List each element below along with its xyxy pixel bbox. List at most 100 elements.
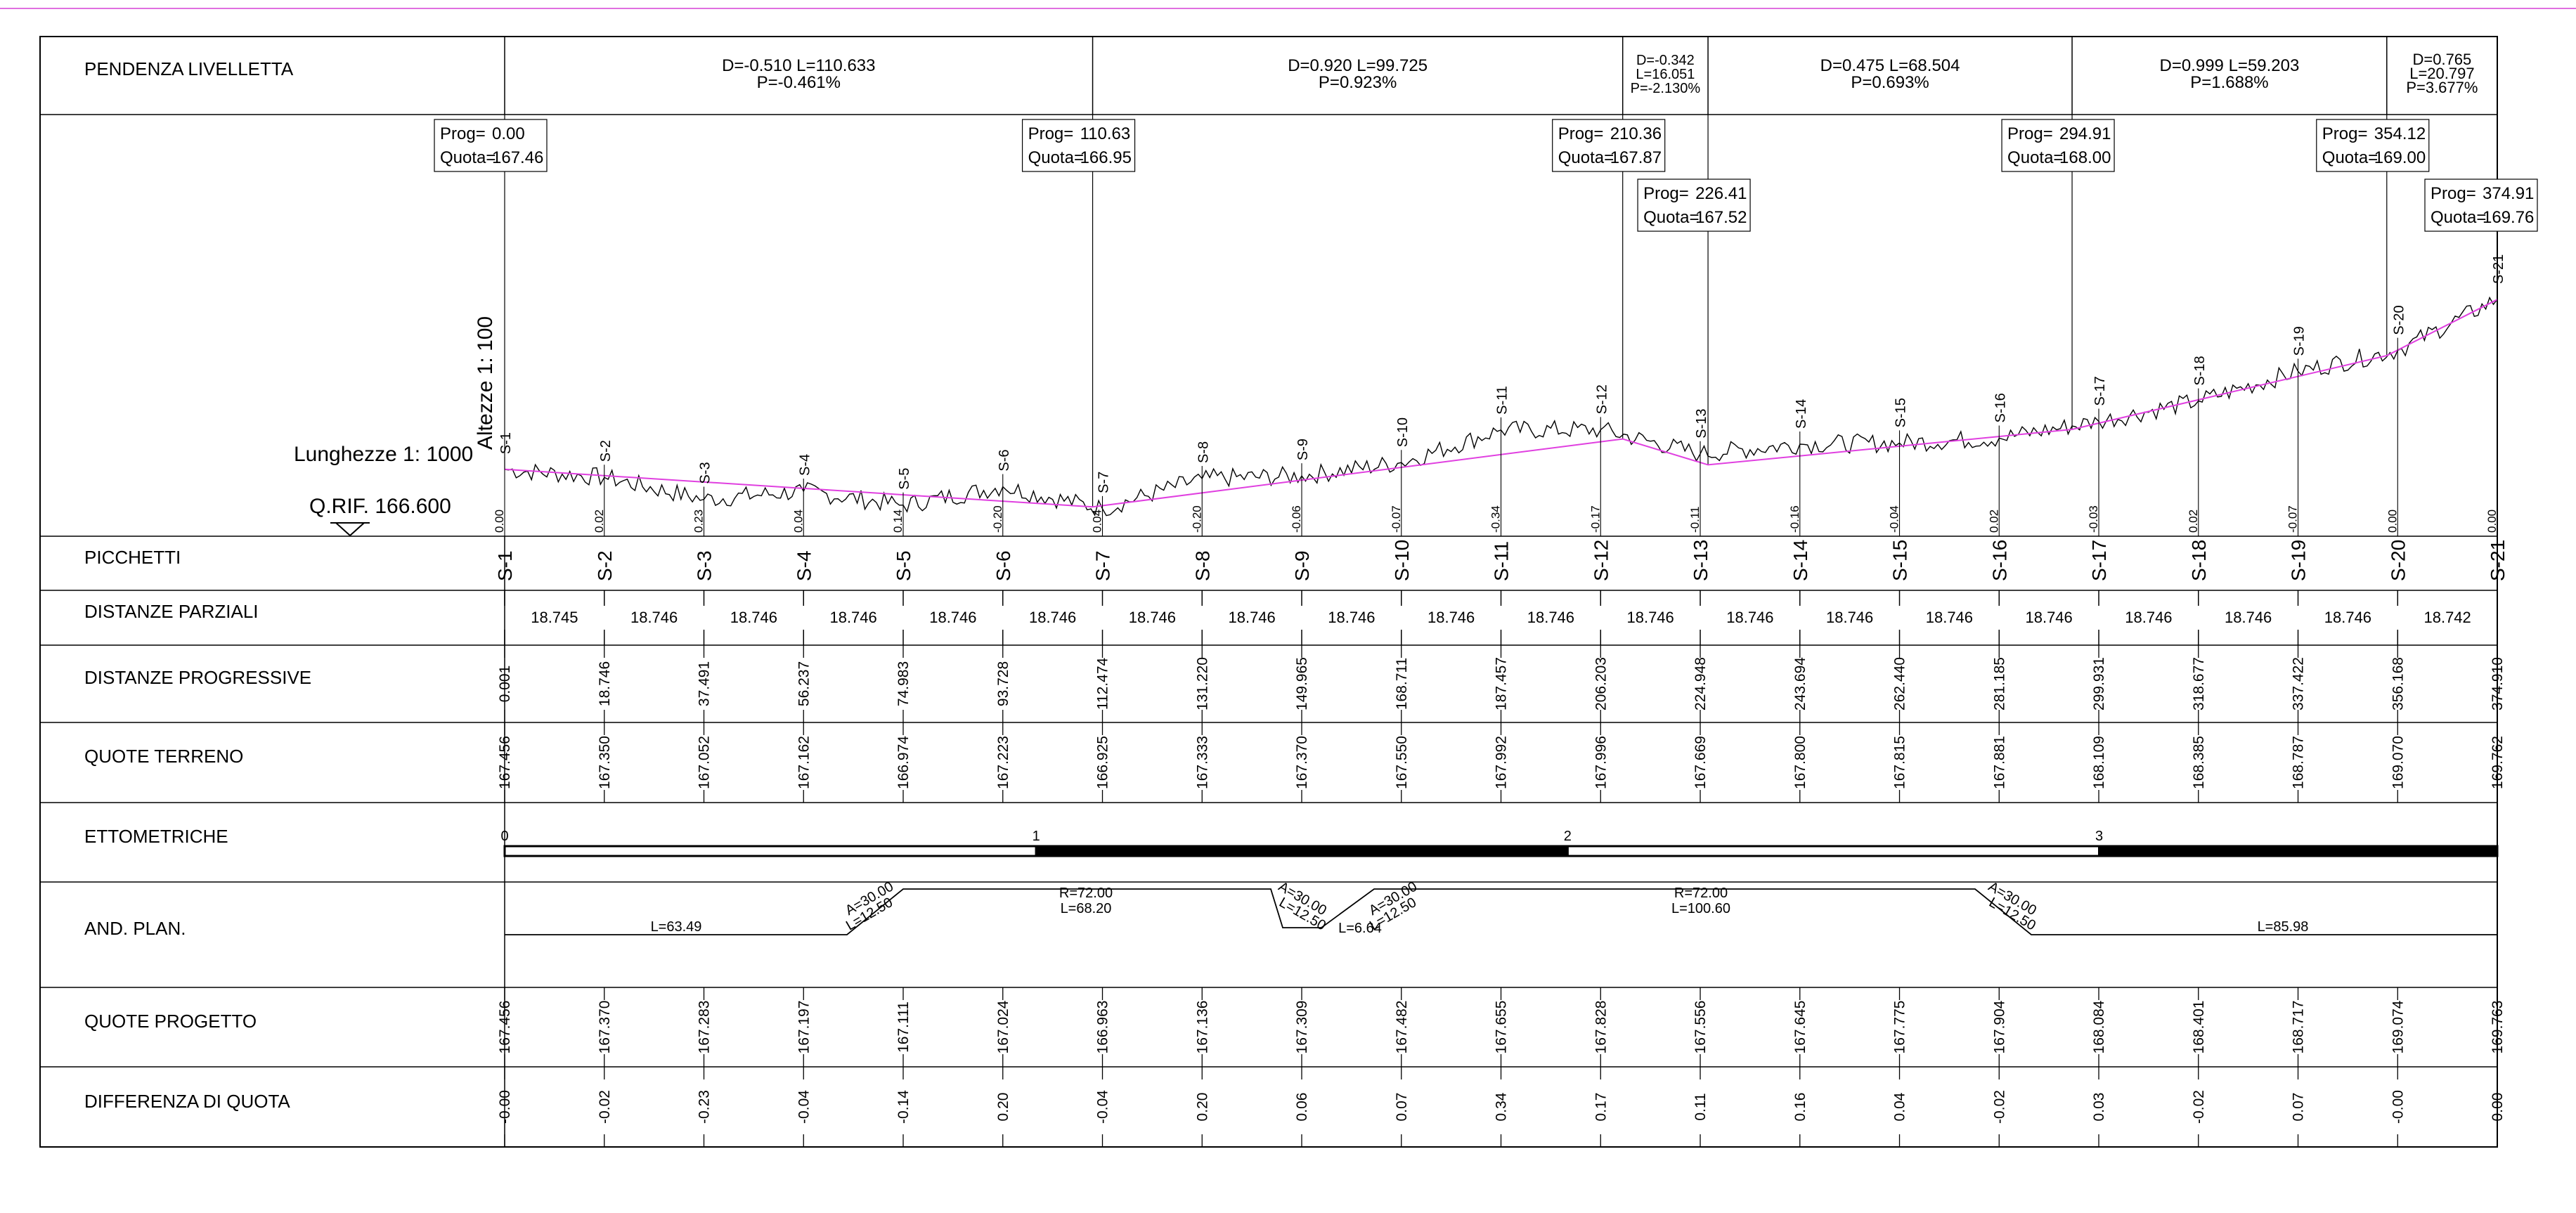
section-profile-diff: 0.04 [1091, 510, 1104, 533]
vertex-label [1021, 119, 1136, 172]
slope-text: D=0.475 L=68.504 [1820, 56, 1960, 75]
picchetto-name: S-12 [1590, 540, 1612, 581]
elevation-difference: 0.03 [2091, 1093, 2107, 1122]
section-profile-diff: -0.03 [2087, 505, 2100, 533]
section-profile-diff: -0.20 [1190, 505, 1203, 533]
elevation-difference: 0.20 [1194, 1093, 1210, 1122]
design-elevation: 169.074 [2390, 1000, 2406, 1053]
picchetto-name: S-20 [2387, 540, 2409, 581]
ground-elevation: 167.996 [1593, 736, 1609, 789]
ground-elevation: 167.815 [1892, 736, 1908, 789]
vertex-prog-label: Prog= [440, 124, 486, 143]
vertex-label [1552, 119, 1666, 172]
elevation-difference: 0.06 [1294, 1093, 1310, 1122]
picchetto-name: S-1 [494, 550, 516, 581]
section-profile-diff: 0.00 [493, 510, 506, 533]
row-title-dist_prog: DISTANZE PROGRESSIVE [84, 667, 311, 688]
elevation-difference: -0.00 [2390, 1090, 2406, 1124]
vertex-prog: 374.91 [2483, 184, 2534, 203]
section-profile-name: S-9 [1295, 439, 1311, 460]
hectometric-segment [2098, 845, 2499, 857]
vertex-prog-label: Prog= [2007, 124, 2053, 143]
elevation-difference: -0.14 [895, 1090, 912, 1124]
hectometric-segment [1566, 845, 2101, 857]
ground-elevation: 167.350 [597, 736, 613, 789]
plan-segment-label: L=100.60 [1671, 901, 1730, 916]
section-profile-name: S-3 [698, 462, 713, 484]
slope-text: P=0.693% [1851, 73, 1929, 92]
hectometric-segment [1035, 845, 1569, 857]
vertex-quota: 167.52 [1695, 208, 1747, 227]
section-profile-name: S-6 [997, 449, 1012, 471]
vertex-prog-label: Prog= [2431, 184, 2476, 203]
partial-distance: 18.746 [1626, 609, 1674, 626]
plan-segment-label: L=6.64 [1338, 921, 1382, 936]
design-elevation: 168.401 [2191, 1001, 2207, 1054]
section-profile-diff: 0.00 [2386, 510, 2399, 533]
elevation-difference: 0.20 [995, 1093, 1011, 1122]
progressive-distance: 93.728 [995, 661, 1011, 706]
vertex-quota: 166.95 [1080, 148, 1132, 167]
partial-distance: 18.746 [2324, 609, 2371, 626]
partial-distance: 18.746 [630, 609, 678, 626]
section-profile-name: S-4 [797, 454, 813, 476]
ground-elevation: 167.162 [796, 736, 812, 789]
picchetto-name: S-16 [1988, 540, 2010, 581]
section-profile-name: S-8 [1196, 441, 1211, 463]
progressive-distance: 318.677 [2191, 657, 2207, 711]
design-elevation: 167.309 [1294, 1001, 1310, 1054]
elevation-difference: -0.00 [497, 1090, 513, 1124]
ground-elevation: 169.070 [2390, 736, 2406, 789]
vertex-prog: 354.12 [2374, 124, 2426, 143]
section-profile-diff: 0.02 [1987, 510, 2000, 533]
section-profile-diff: -0.16 [1788, 505, 1801, 533]
partial-distance: 18.746 [929, 609, 976, 626]
reference-marker-icon [334, 522, 366, 537]
section-profile-diff: 0.00 [2485, 510, 2499, 533]
partial-distance: 18.746 [1129, 609, 1176, 626]
hectometric-label: 1 [1033, 829, 1040, 844]
picchetto-name: S-4 [793, 550, 815, 581]
picchetto-name: S-6 [992, 550, 1014, 581]
vertex-quota-label: Quota= [1643, 208, 1699, 227]
ground-elevation: 168.385 [2191, 736, 2207, 789]
partial-distance: 18.746 [1428, 609, 1475, 626]
picchetto-name: S-5 [893, 550, 914, 581]
section-profile-diff: -0.07 [1390, 505, 1403, 533]
vertex-label [2001, 119, 2115, 172]
design-elevation: 167.283 [697, 1001, 713, 1054]
design-elevation: 167.904 [1991, 1000, 2007, 1053]
row-title-pendenza: PENDENZA LIVELLETTA [84, 58, 294, 79]
vertex-label [2316, 119, 2430, 172]
ground-elevation: 167.223 [995, 736, 1011, 789]
slope-text: P=0.923% [1319, 73, 1397, 92]
vertex-box [1637, 179, 1751, 232]
design-elevation: 169.763 [2490, 1001, 2506, 1054]
progressive-distance: 243.694 [1792, 657, 1808, 711]
ground-elevation: 168.787 [2291, 736, 2307, 789]
vertex-quota: 167.87 [1610, 148, 1662, 167]
vertex-box [2424, 179, 2538, 232]
design-elevation: 167.828 [1593, 1001, 1609, 1054]
design-elevation: 167.456 [497, 1001, 513, 1054]
section-profile-name: S-13 [1694, 409, 1709, 439]
progressive-distance: 356.168 [2390, 657, 2406, 711]
row-title-quote_terreno: QUOTE TERRENO [84, 746, 243, 767]
vertex-prog: 110.63 [1080, 124, 1131, 143]
partial-distance: 18.746 [1527, 609, 1574, 626]
vertex-box [434, 119, 548, 172]
partial-distance: 18.746 [1029, 609, 1076, 626]
partial-distance: 18.745 [531, 609, 578, 626]
vertex-quota: 169.76 [2483, 208, 2534, 227]
picchetto-name: S-7 [1092, 550, 1114, 581]
slope-text: D=0.765 [2412, 51, 2471, 68]
vertex-quota-label: Quota= [1558, 148, 1614, 167]
progressive-distance: 299.931 [2091, 657, 2107, 711]
plan-segment-label: L=85.98 [2258, 919, 2309, 935]
design-elevation: 167.482 [1394, 1001, 1410, 1054]
vertex-quota: 169.00 [2374, 148, 2426, 167]
design-elevation: 166.963 [1095, 1001, 1111, 1054]
section-profile-name: S-11 [1495, 386, 1510, 415]
section-profile-diff: -0.07 [2286, 505, 2300, 533]
